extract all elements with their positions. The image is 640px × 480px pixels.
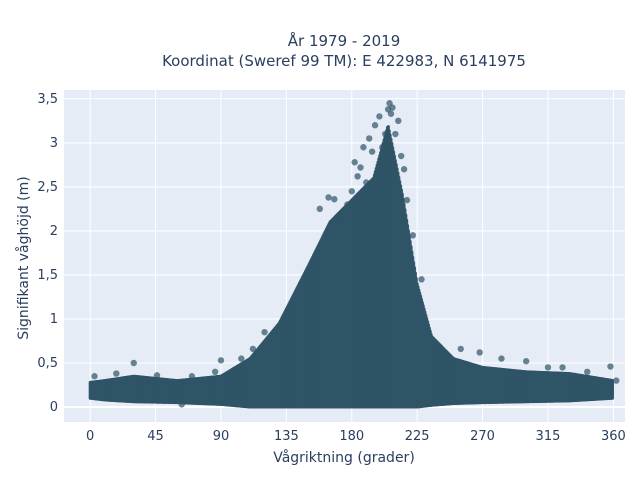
scatter-point: [360, 144, 367, 151]
y-axis-title: Signifikant våghöjd (m): [15, 176, 32, 339]
y-tick-label: 2: [50, 224, 58, 239]
scatter-point: [387, 110, 395, 117]
scatter-point: [344, 201, 351, 208]
scatter-point: [238, 355, 245, 362]
y-tick-label: 0,5: [37, 356, 58, 371]
scatter-point: [400, 166, 408, 173]
scatter-point: [376, 113, 383, 120]
y-tick-label: 1: [50, 312, 58, 327]
scatter-point: [392, 130, 399, 138]
chart-title-line2: Koordinat (Sweref 99 TM): E 422983, N 61…: [162, 52, 526, 70]
scatter-point: [351, 159, 358, 166]
data-points: [88, 100, 620, 409]
x-tick-label: 270: [470, 429, 495, 444]
scatter-point: [389, 104, 396, 111]
scatter-point: [403, 196, 411, 204]
scatter-point: [188, 373, 196, 380]
scatter-point: [584, 368, 591, 376]
x-tick-label: 360: [601, 429, 626, 444]
scatter-point: [363, 179, 370, 186]
scatter-point: [91, 373, 98, 380]
scatter-point: [381, 130, 389, 138]
scatter-point: [379, 144, 386, 151]
scatter-point: [368, 148, 376, 155]
scatter-point: [409, 232, 417, 239]
scatter-point: [476, 349, 483, 356]
scatter-point: [153, 372, 161, 379]
scatter-point: [498, 355, 505, 362]
y-tick-label: 0: [50, 400, 58, 415]
scatter-point: [146, 377, 153, 384]
scatter-point: [607, 363, 614, 370]
y-tick-label: 2,5: [37, 180, 58, 195]
x-tick-label: 180: [339, 429, 364, 444]
scatter-point: [336, 214, 344, 221]
scatter-point: [249, 345, 257, 353]
x-axis-ticks: 0 45 90 135 180 225 270 315 360: [86, 429, 626, 444]
scatter-point: [357, 164, 364, 171]
scatter-point: [395, 117, 402, 125]
scatter-point: [316, 205, 323, 213]
y-axis-ticks: 0 0,5 1 1,5 2 2,5 3 3,5: [37, 92, 58, 415]
scatter-point: [366, 135, 373, 142]
x-tick-label: 135: [274, 429, 299, 444]
scatter-point: [211, 368, 219, 376]
x-tick-label: 45: [147, 429, 164, 444]
y-tick-label: 3: [50, 136, 58, 151]
x-tick-label: 225: [405, 429, 430, 444]
scatter-point: [457, 345, 464, 353]
scatter-point: [325, 194, 332, 201]
scatter-point: [371, 122, 379, 129]
scatter-point: [544, 364, 552, 371]
scatter-point: [331, 195, 338, 203]
scatter-point: [559, 364, 566, 371]
scatter-point: [354, 173, 361, 180]
scatter-point: [397, 152, 405, 160]
scatter-point: [613, 377, 620, 384]
x-axis-title: Vågriktning (grader): [273, 449, 415, 466]
x-tick-label: 0: [86, 429, 94, 444]
scatter-point: [217, 357, 225, 364]
scatter-point: [261, 328, 268, 336]
scatter-point: [130, 359, 137, 367]
scatter-point: [113, 370, 120, 377]
scatter-point: [348, 188, 355, 195]
y-tick-label: 1,5: [37, 268, 58, 283]
scatter-point: [418, 276, 425, 283]
x-tick-label: 315: [536, 429, 561, 444]
chart-title-line1: År 1979 - 2019: [288, 31, 401, 50]
y-tick-label: 3,5: [37, 92, 58, 107]
x-tick-label: 90: [213, 429, 230, 444]
scatter-point: [522, 358, 530, 365]
scatter-point: [178, 401, 185, 408]
